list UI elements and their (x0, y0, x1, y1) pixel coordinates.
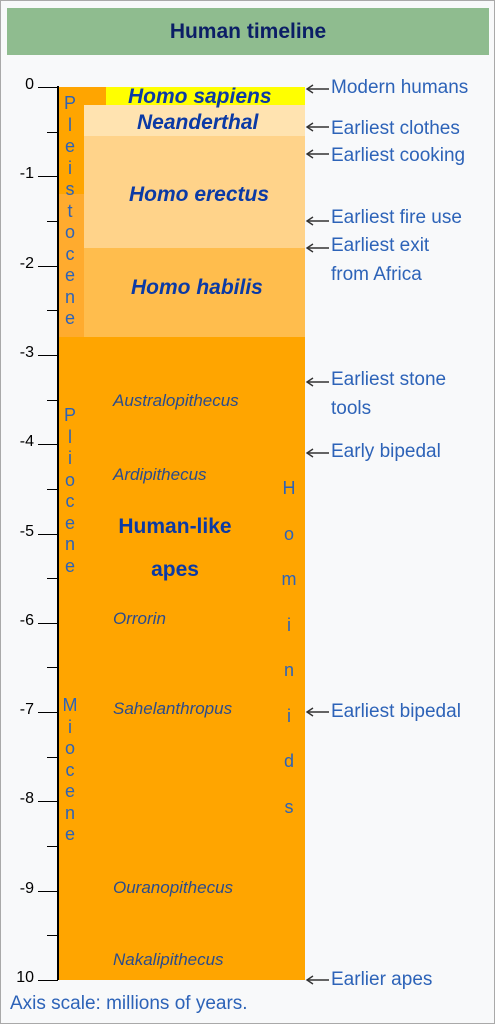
arrow-left-icon (305, 122, 329, 132)
time-axis (57, 86, 59, 980)
arrow-left-icon (305, 377, 329, 387)
major-tick (38, 801, 58, 803)
axis-tick-label: -9 (19, 879, 34, 897)
genus-label: Orrorin (113, 609, 166, 628)
arrow-left-icon (305, 243, 329, 253)
minor-tick (47, 131, 58, 133)
genus-label: Ouranopithecus (113, 878, 234, 897)
event-label: Earliest clothes (331, 118, 460, 139)
genus-label: Sahelanthropus (113, 699, 233, 718)
species-label: Neanderthal (137, 111, 259, 134)
event-label: Earlier apes (331, 969, 433, 990)
human-like-apes-label: apes (151, 558, 199, 581)
event-label: Earliest exit from Africa (331, 235, 430, 285)
axis-tick-label: -2 (19, 254, 34, 272)
event-label: Earliest fire use (331, 207, 462, 228)
axis-tick-label: -6 (19, 611, 34, 629)
axis-tick-label: -4 (19, 433, 34, 451)
human-like-apes-label: Human-like (118, 515, 232, 538)
axis-tick-label: -5 (19, 522, 34, 540)
axis-tick-label: 10 (16, 969, 34, 986)
species-label: Homo erectus (129, 183, 270, 206)
event-label: Earliest bipedal (331, 701, 461, 722)
species-band (106, 87, 305, 105)
species-label: Homo habilis (131, 276, 263, 299)
genus-label: Nakalipithecus (113, 950, 224, 969)
major-tick (38, 533, 58, 535)
event-label: Modern humans (331, 77, 469, 98)
arrow-left-icon (305, 216, 329, 226)
minor-tick (47, 310, 58, 312)
minor-tick (47, 578, 58, 580)
arrow-left-icon (305, 149, 329, 159)
axis-tick-label: -7 (19, 701, 34, 719)
arrow-left-icon (305, 84, 329, 94)
arrow-left-icon (305, 707, 329, 717)
major-tick (38, 354, 58, 356)
minor-tick (47, 935, 58, 937)
species-band (84, 104, 305, 137)
event-label: Earliest cooking (331, 145, 466, 166)
title-bar: Human timeline (7, 8, 489, 55)
major-tick (38, 980, 58, 981)
axis-tick-label: -3 (19, 343, 34, 361)
major-tick (38, 176, 58, 178)
minor-tick (47, 846, 58, 848)
species-label: Homo sapiens (128, 85, 272, 108)
species-band (84, 136, 305, 248)
axis-tick-label: -8 (19, 790, 34, 808)
arrow-left-icon (305, 448, 329, 458)
axis-tick-label: 0 (25, 76, 34, 93)
event-label: Early bipedal (331, 441, 441, 462)
minor-tick (47, 399, 58, 401)
genus-label: Ardipithecus (113, 465, 207, 484)
page-title: Human timeline (169, 19, 327, 43)
major-tick (38, 712, 58, 714)
minor-tick (47, 756, 58, 758)
minor-tick (47, 488, 58, 490)
major-tick (38, 890, 58, 892)
minor-tick (47, 667, 58, 669)
major-tick (38, 265, 58, 267)
axis-caption: Axis scale: millions of years. (10, 993, 248, 1014)
species-band (84, 247, 305, 338)
major-tick (38, 87, 58, 88)
arrow-left-icon (305, 975, 329, 985)
major-tick (38, 622, 58, 624)
event-label: Earliest stone tools (331, 369, 447, 419)
minor-tick (47, 220, 58, 222)
axis-tick-label: -1 (19, 165, 34, 183)
major-tick (38, 444, 58, 446)
genus-label: Australopithecus (113, 391, 239, 410)
species-band-edge (59, 194, 84, 338)
